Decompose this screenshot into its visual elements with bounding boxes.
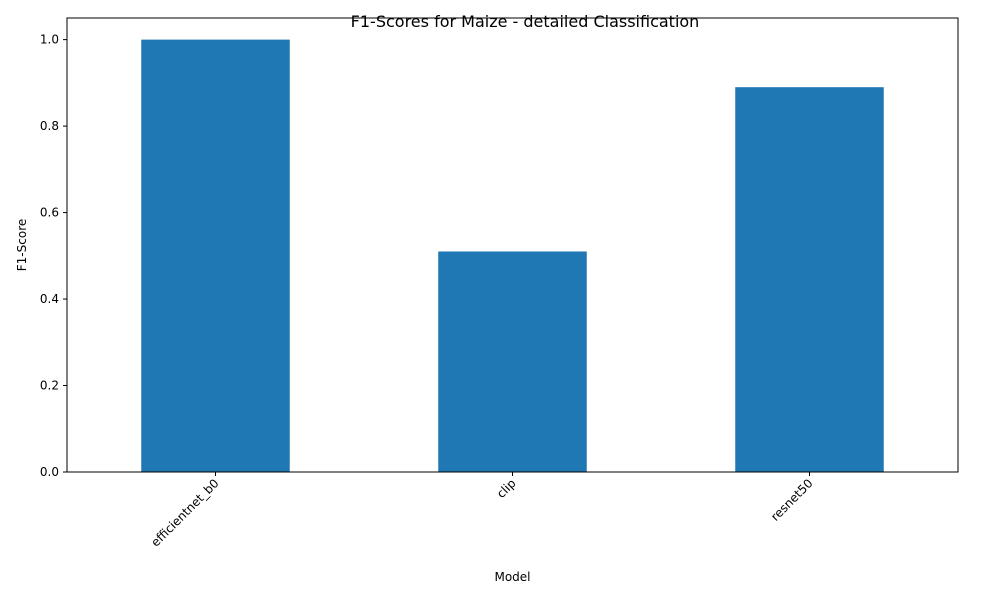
y-axis-ticks: 0.0 0.2 0.4 0.6 0.8 1.0 <box>40 33 67 479</box>
x-tick-label: efficientnet_b0 <box>148 476 221 549</box>
bars-group <box>141 39 884 472</box>
y-tick-label: 1.0 <box>40 33 59 47</box>
x-tick-label: resnet50 <box>768 476 816 524</box>
y-tick-label: 0.2 <box>40 379 59 393</box>
bar-efficientnet_b0 <box>141 39 290 472</box>
x-axis-label: Model <box>494 570 530 584</box>
x-axis-ticks: efficientnet_b0 clip resnet50 <box>148 472 816 549</box>
bar-clip <box>438 251 587 472</box>
y-axis-label: F1-Score <box>15 219 29 271</box>
plot-frame <box>66 17 959 473</box>
x-tick-label: clip <box>494 476 519 501</box>
y-tick-label: 0.0 <box>40 465 59 479</box>
chart-title: F1-Scores for Maize - detailed Classific… <box>350 12 700 31</box>
y-tick-label: 0.4 <box>40 292 59 306</box>
y-tick-label: 0.8 <box>40 119 59 133</box>
y-tick-label: 0.6 <box>40 206 59 220</box>
bar-resnet50 <box>735 87 884 472</box>
